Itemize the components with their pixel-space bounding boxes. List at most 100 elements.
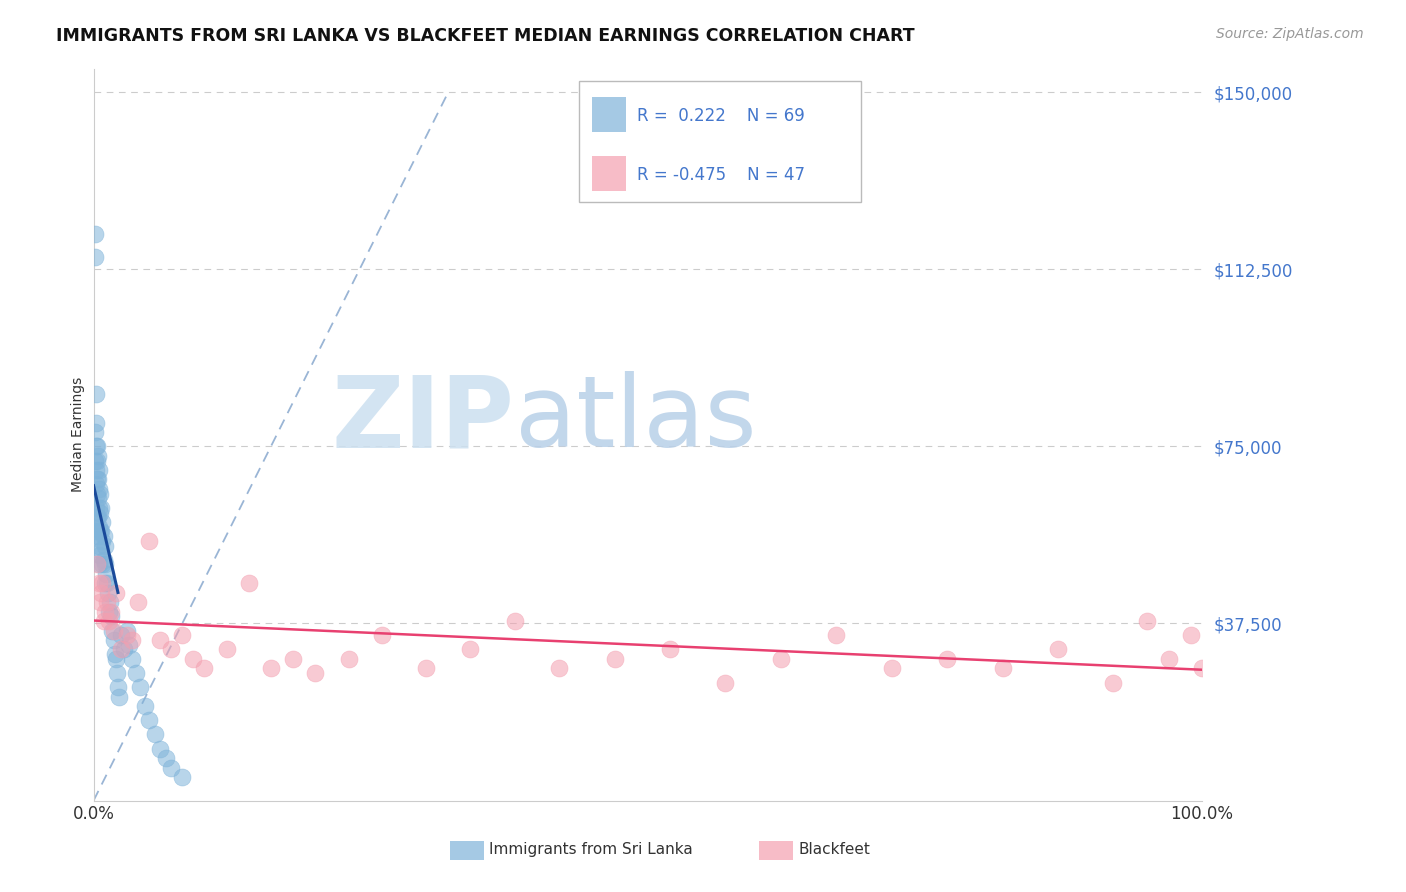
- Point: [87, 510, 110, 524]
- Point: [215, 642, 238, 657]
- Point: [87, 558, 110, 572]
- Point: [100, 605, 122, 619]
- Point: [90, 524, 112, 539]
- Point: [118, 638, 141, 652]
- Point: [125, 666, 148, 681]
- Point: [83, 425, 105, 440]
- Y-axis label: Median Earnings: Median Earnings: [72, 377, 86, 492]
- Point: [103, 624, 125, 638]
- Point: [86, 486, 108, 500]
- Point: [91, 515, 114, 529]
- Point: [991, 661, 1014, 675]
- Point: [84, 439, 107, 453]
- Point: [281, 652, 304, 666]
- Point: [87, 529, 110, 543]
- Point: [121, 652, 143, 666]
- Point: [98, 595, 121, 609]
- Point: [87, 519, 110, 533]
- Point: [105, 666, 128, 681]
- Point: [115, 624, 138, 638]
- Point: [1191, 661, 1213, 675]
- Point: [104, 647, 127, 661]
- Point: [138, 714, 160, 728]
- Point: [91, 576, 114, 591]
- Point: [96, 595, 118, 609]
- Point: [93, 605, 115, 619]
- Point: [603, 652, 626, 666]
- Point: [172, 770, 194, 784]
- Point: [121, 633, 143, 648]
- Point: [89, 506, 111, 520]
- Point: [83, 251, 105, 265]
- Point: [115, 628, 138, 642]
- Point: [714, 675, 737, 690]
- Point: [87, 491, 110, 506]
- Point: [104, 586, 127, 600]
- Text: R =  0.222    N = 69: R = 0.222 N = 69: [637, 107, 804, 125]
- Point: [1046, 642, 1069, 657]
- Text: R = -0.475    N = 47: R = -0.475 N = 47: [637, 166, 804, 184]
- Point: [86, 439, 108, 453]
- Point: [93, 576, 115, 591]
- Point: [89, 486, 111, 500]
- Text: ZIP: ZIP: [332, 371, 515, 468]
- Point: [87, 500, 110, 515]
- Point: [87, 576, 110, 591]
- Point: [87, 449, 110, 463]
- Point: [94, 566, 117, 581]
- Point: [87, 463, 110, 477]
- Point: [143, 727, 166, 741]
- Point: [304, 666, 326, 681]
- Point: [1102, 675, 1125, 690]
- Point: [415, 661, 437, 675]
- Point: [104, 652, 127, 666]
- Point: [110, 642, 132, 657]
- Point: [138, 533, 160, 548]
- Text: Source: ZipAtlas.com: Source: ZipAtlas.com: [1216, 27, 1364, 41]
- Text: IMMIGRANTS FROM SRI LANKA VS BLACKFEET MEDIAN EARNINGS CORRELATION CHART: IMMIGRANTS FROM SRI LANKA VS BLACKFEET M…: [56, 27, 915, 45]
- Point: [83, 453, 105, 467]
- Point: [84, 387, 107, 401]
- Point: [89, 548, 111, 562]
- Point: [160, 760, 183, 774]
- Point: [149, 741, 172, 756]
- Point: [183, 652, 205, 666]
- Point: [149, 633, 172, 648]
- Point: [172, 628, 194, 642]
- Point: [84, 477, 107, 491]
- Point: [160, 642, 183, 657]
- Point: [98, 614, 121, 628]
- Point: [129, 680, 152, 694]
- Point: [503, 614, 526, 628]
- Point: [548, 661, 571, 675]
- Point: [936, 652, 959, 666]
- Point: [89, 595, 111, 609]
- Point: [371, 628, 394, 642]
- Point: [1136, 614, 1159, 628]
- Point: [87, 539, 110, 553]
- Point: [93, 553, 115, 567]
- Point: [134, 699, 156, 714]
- Point: [98, 605, 121, 619]
- Point: [1180, 628, 1202, 642]
- Point: [90, 586, 112, 600]
- Point: [89, 524, 111, 539]
- Point: [86, 524, 108, 539]
- Text: Immigrants from Sri Lanka: Immigrants from Sri Lanka: [489, 842, 693, 857]
- Point: [193, 661, 215, 675]
- Point: [101, 624, 124, 638]
- Point: [93, 529, 115, 543]
- Point: [769, 652, 792, 666]
- Point: [659, 642, 682, 657]
- Text: atlas: atlas: [515, 371, 756, 468]
- Point: [83, 227, 105, 241]
- Point: [337, 652, 360, 666]
- Point: [880, 661, 903, 675]
- Point: [84, 500, 107, 515]
- Point: [96, 576, 118, 591]
- Point: [127, 595, 149, 609]
- Point: [91, 558, 114, 572]
- Point: [84, 463, 107, 477]
- Point: [93, 558, 115, 572]
- Point: [86, 510, 108, 524]
